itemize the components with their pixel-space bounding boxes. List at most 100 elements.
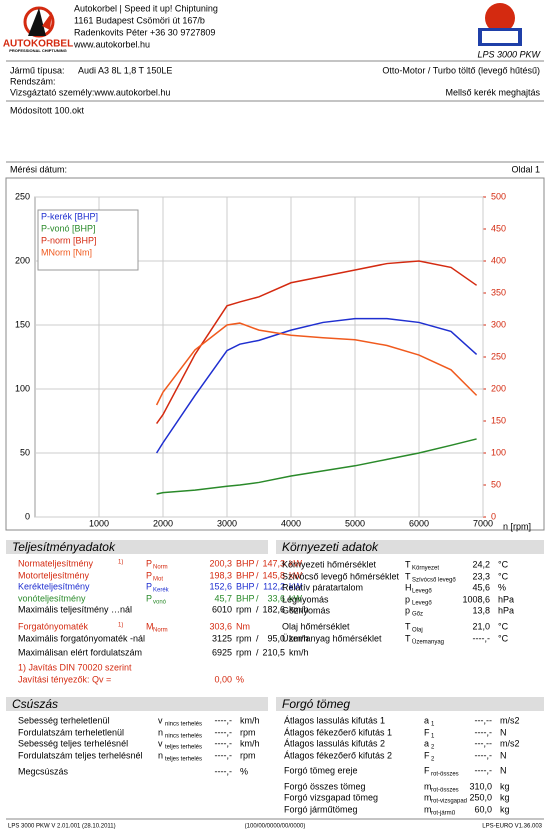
y2-tick-label: 500: [491, 191, 506, 201]
cell-sub: 2: [431, 745, 435, 751]
y2-tick-label: 350: [491, 287, 506, 297]
cell-v1: 45,7: [214, 593, 232, 603]
cell-u1: m/s2: [500, 738, 520, 748]
cell-label: Forgó járműtömeg: [284, 804, 358, 814]
company-line: 1161 Budapest Csömöri út 167/b: [74, 15, 205, 25]
cell-sym: p: [405, 594, 410, 604]
cell-u1: kg: [500, 781, 510, 791]
cell-sym: m: [424, 781, 432, 791]
legend-entry: MNorm [Nm]: [41, 247, 92, 257]
y2-tick-label: 400: [491, 255, 506, 265]
cell-label: vonóteljesítmény: [18, 593, 86, 603]
cell-label: Normateljesítmény: [18, 558, 94, 568]
cell-sym: n: [158, 750, 163, 760]
cell-label: Üzemanyag hőmérséklet: [282, 633, 382, 643]
cell-label: Motorteljesítmény: [18, 570, 90, 580]
cell-label: Forgó tömeg ereje: [284, 765, 358, 775]
cell-sym: T: [405, 621, 411, 631]
cell-u1: BHP: [236, 558, 255, 568]
cell-label: Légnyomás: [282, 594, 329, 604]
cell-u1: kg: [500, 804, 510, 814]
cell-v1: ----,-: [475, 750, 493, 760]
cell-label: Környezeti hőmérséklet: [282, 559, 377, 569]
cell-sym: T: [405, 559, 411, 569]
cell-u1: N: [500, 765, 507, 775]
cell-v1: 60,0: [474, 804, 492, 814]
cell-u1: BHP: [236, 570, 255, 580]
cell-u1: km/h: [240, 738, 260, 748]
cell-v1: 198,3: [209, 570, 232, 580]
x-axis-label: n [rpm]: [503, 521, 531, 531]
cell-sub: Szívócső levegő: [412, 578, 456, 584]
cell-v1: ----,-: [215, 727, 233, 737]
cell-sub: Kerék: [153, 588, 170, 594]
cell-v1: ----,-: [475, 727, 493, 737]
cell-note: 1): [118, 560, 123, 566]
cell-v1: 200,3: [209, 558, 232, 568]
cell-sub: 2: [431, 757, 435, 763]
cell-sym: a: [424, 738, 429, 748]
cell-u1: rpm: [236, 647, 252, 657]
cell-u1: %: [236, 674, 244, 684]
cell-sym: P: [146, 558, 152, 568]
section-title: Forgó tömeg: [282, 697, 350, 711]
section-bar: [276, 697, 544, 711]
cell-u1: rpm: [240, 727, 256, 737]
cell-sub: nincs terhelés: [165, 722, 202, 728]
cell-u1: BHP: [236, 581, 255, 591]
cell-label: 1) Javítás DIN 70020 szerint: [18, 662, 132, 672]
cell-label: Gőznyomás: [282, 605, 331, 615]
cell-v1: 45,6: [472, 582, 490, 592]
cell-v1: 3125: [212, 633, 232, 643]
cell-label: Forgó összes tömeg: [284, 781, 366, 791]
y2-tick-label: 150: [491, 415, 506, 425]
legend-entry: P-kerék [BHP]: [41, 211, 98, 221]
x-tick-label: 1000: [89, 518, 109, 528]
cell-sym: v: [158, 715, 163, 725]
logo-right: [478, 3, 522, 46]
cell-v1: 23,3: [472, 571, 490, 581]
cell-sym: P: [146, 593, 152, 603]
cell-u1: rpm: [236, 633, 252, 643]
cell-sym: M: [146, 621, 154, 631]
x-tick-label: 3000: [217, 518, 237, 528]
series-line: [155, 322, 478, 406]
cell-u2: kW: [289, 570, 303, 580]
chart-frame: [5, 177, 545, 531]
cell-v1: 250,0: [469, 792, 492, 802]
footer: LPS 3000 PKW V 2.01.001 (28.10.2011): [8, 824, 116, 830]
device-name: LPS 3000 PKW: [477, 49, 541, 59]
cell-sym: P: [146, 570, 152, 580]
cell-u1: rpm: [240, 750, 256, 760]
logo-left: [23, 6, 55, 38]
series-line: [155, 260, 478, 424]
cell-label: Kerékteljesítmény: [18, 581, 90, 591]
cell-u1: BHP: [236, 593, 255, 603]
cell-v1: ---,--: [475, 715, 493, 725]
series-line: [156, 438, 477, 495]
cell-v2: 145,8: [262, 570, 285, 580]
cell-v1: ----,-: [215, 750, 233, 760]
cell-sym: m: [424, 792, 432, 802]
y2-tick-label: 250: [491, 351, 506, 361]
cell-v1: ----,-: [473, 633, 491, 643]
cell-label: Fordulatszám teljes terhelésnél: [18, 750, 143, 760]
cell-u1: °C: [498, 633, 509, 643]
cell-v2: 112,2: [263, 581, 285, 591]
cell-sym: T: [405, 571, 411, 581]
cell-label: Forgó vizsgapad tömeg: [284, 792, 378, 802]
cell-sub: rot-vizsgapad: [431, 799, 467, 805]
cell-v2: 95,0: [267, 633, 285, 643]
cell-sep: /: [256, 570, 259, 580]
brand-sub: PROFESSIONAL CHIPTUNING: [9, 48, 67, 53]
cell-sub: Levegő: [412, 601, 432, 607]
cell-u1: %: [240, 766, 248, 776]
y-tick-label: 100: [15, 383, 30, 393]
cell-sym: v: [158, 738, 163, 748]
cell-sub: Norm: [153, 628, 168, 634]
cell-u1: %: [498, 582, 506, 592]
label: Rendszám:: [10, 76, 56, 86]
note: Módosított 100.okt: [10, 105, 85, 115]
cell-u2: kW: [289, 581, 303, 591]
section-title: Környezeti adatok: [282, 540, 379, 554]
